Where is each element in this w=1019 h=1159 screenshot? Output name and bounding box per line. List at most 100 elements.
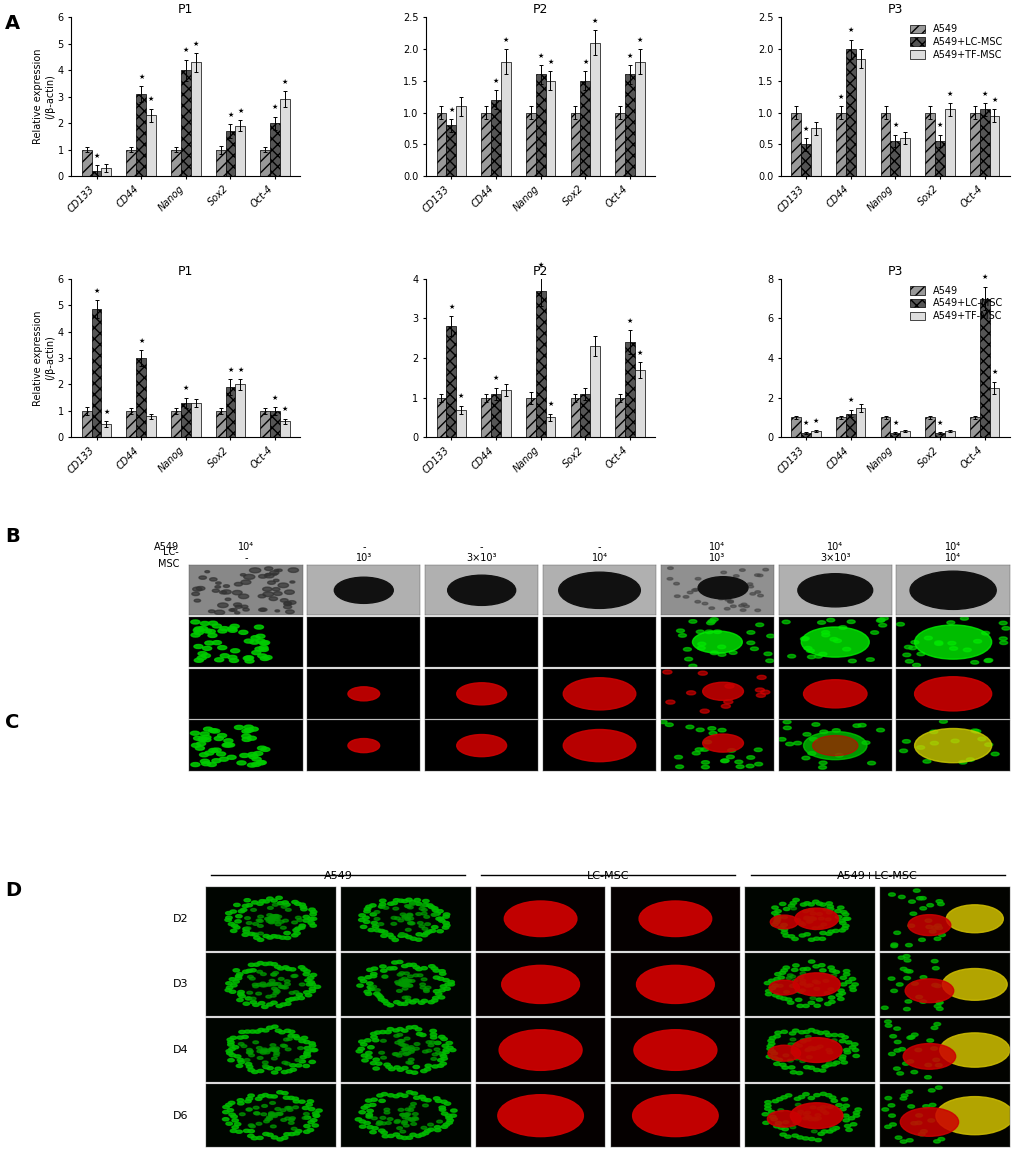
- Circle shape: [370, 1062, 376, 1065]
- Circle shape: [435, 1099, 441, 1102]
- Circle shape: [844, 1124, 850, 1128]
- Circle shape: [228, 1101, 234, 1105]
- Circle shape: [359, 1040, 365, 1043]
- Circle shape: [933, 641, 942, 644]
- Circle shape: [764, 1105, 770, 1107]
- Circle shape: [425, 931, 432, 933]
- Text: D2: D2: [172, 913, 187, 924]
- Circle shape: [308, 1121, 314, 1124]
- Circle shape: [426, 904, 432, 907]
- Circle shape: [250, 1125, 255, 1128]
- Circle shape: [309, 983, 315, 986]
- Circle shape: [302, 1116, 308, 1120]
- Circle shape: [387, 902, 393, 905]
- Circle shape: [236, 760, 246, 765]
- Bar: [545, 81, 554, 176]
- Circle shape: [403, 1124, 409, 1127]
- Circle shape: [789, 1032, 795, 1035]
- Text: ★: ★: [847, 398, 853, 403]
- Circle shape: [379, 1030, 386, 1034]
- Circle shape: [843, 972, 849, 976]
- Circle shape: [252, 933, 258, 936]
- Circle shape: [746, 630, 754, 634]
- Circle shape: [409, 1000, 416, 1004]
- Circle shape: [281, 1136, 287, 1139]
- Circle shape: [838, 626, 846, 629]
- Circle shape: [915, 897, 922, 899]
- Circle shape: [824, 1094, 832, 1096]
- Circle shape: [289, 1069, 297, 1071]
- Circle shape: [445, 1042, 452, 1044]
- Circle shape: [314, 985, 320, 989]
- Circle shape: [403, 1044, 408, 1047]
- Circle shape: [765, 1055, 772, 1058]
- Circle shape: [250, 568, 261, 573]
- Circle shape: [242, 737, 251, 742]
- Circle shape: [825, 911, 832, 914]
- Circle shape: [917, 1132, 924, 1136]
- Circle shape: [212, 624, 221, 628]
- Circle shape: [839, 1040, 845, 1043]
- Circle shape: [206, 629, 215, 634]
- Circle shape: [910, 641, 918, 644]
- Circle shape: [408, 906, 413, 909]
- Circle shape: [406, 1136, 413, 1139]
- Circle shape: [896, 983, 902, 986]
- Circle shape: [263, 899, 269, 903]
- Circle shape: [266, 1116, 272, 1118]
- Circle shape: [781, 1030, 787, 1034]
- Circle shape: [830, 1038, 837, 1042]
- Circle shape: [253, 1004, 259, 1006]
- Circle shape: [421, 1127, 426, 1129]
- Bar: [446, 125, 455, 176]
- Circle shape: [205, 570, 209, 573]
- Circle shape: [730, 584, 735, 588]
- Circle shape: [256, 639, 265, 643]
- Circle shape: [884, 1023, 891, 1027]
- Bar: [545, 417, 554, 437]
- Circle shape: [273, 591, 282, 596]
- Circle shape: [304, 1113, 309, 1115]
- Circle shape: [401, 997, 408, 999]
- Circle shape: [412, 1116, 418, 1120]
- Text: ★: ★: [537, 262, 543, 269]
- Circle shape: [797, 574, 872, 607]
- Circle shape: [430, 1033, 436, 1036]
- Circle shape: [232, 590, 242, 595]
- Circle shape: [261, 1113, 266, 1116]
- Text: ★: ★: [980, 275, 986, 280]
- Circle shape: [264, 1051, 270, 1054]
- Circle shape: [284, 1062, 290, 1065]
- Circle shape: [783, 965, 789, 969]
- Circle shape: [700, 748, 708, 751]
- Circle shape: [695, 748, 702, 751]
- Circle shape: [401, 977, 407, 981]
- Circle shape: [396, 1055, 401, 1057]
- Circle shape: [923, 636, 931, 640]
- Circle shape: [768, 1050, 774, 1052]
- Circle shape: [415, 938, 422, 941]
- Circle shape: [194, 627, 203, 630]
- Circle shape: [807, 1001, 814, 1005]
- Circle shape: [396, 1127, 403, 1130]
- Circle shape: [923, 1076, 930, 1079]
- Circle shape: [237, 1099, 244, 1102]
- Circle shape: [403, 1048, 408, 1051]
- Circle shape: [289, 968, 296, 971]
- Circle shape: [248, 763, 256, 767]
- Circle shape: [805, 1035, 810, 1038]
- Circle shape: [813, 938, 819, 940]
- Circle shape: [243, 904, 249, 907]
- Circle shape: [688, 620, 696, 624]
- Y-axis label: Relative expression
(/β-actin): Relative expression (/β-actin): [33, 311, 55, 406]
- Circle shape: [378, 905, 384, 909]
- Circle shape: [266, 1003, 273, 1006]
- Bar: [280, 422, 289, 437]
- Circle shape: [399, 1114, 406, 1116]
- Circle shape: [960, 617, 967, 620]
- Circle shape: [288, 998, 294, 1000]
- Circle shape: [289, 1117, 296, 1120]
- Circle shape: [633, 1029, 716, 1071]
- Circle shape: [401, 1094, 408, 1098]
- Circle shape: [674, 595, 680, 597]
